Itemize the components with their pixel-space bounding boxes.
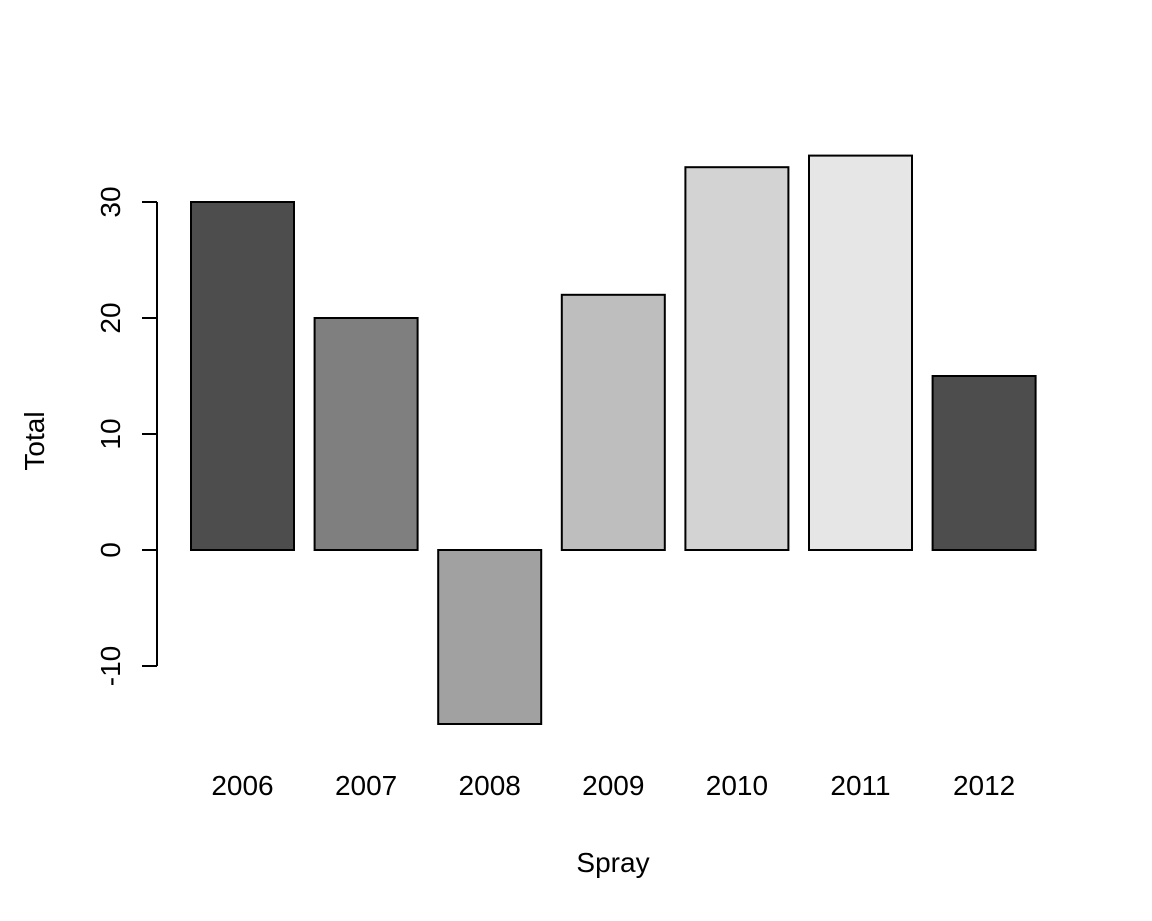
bar-2006 (190, 201, 295, 551)
y-tick-label: 30 (95, 186, 126, 217)
y-tick-label: 20 (95, 302, 126, 333)
y-tick-label: 0 (95, 542, 126, 558)
bar-2012 (931, 375, 1037, 551)
x-category-label: 2010 (706, 770, 768, 801)
bar-2007 (313, 317, 419, 551)
bar-2008 (437, 549, 543, 725)
x-category-label: 2011 (830, 770, 890, 801)
y-axis: -10 0 10 20 30 (95, 186, 158, 686)
x-category-label: 2008 (459, 770, 521, 801)
x-category-label: 2009 (582, 770, 644, 801)
bar-2010 (684, 166, 790, 551)
category-labels: 2006 2007 2008 2009 2010 2011 2012 (211, 770, 1015, 801)
bar-2009 (560, 293, 666, 551)
x-category-label: 2007 (335, 770, 397, 801)
x-category-label: 2006 (211, 770, 273, 801)
x-category-label: 2012 (953, 770, 1015, 801)
bars-group (190, 154, 1037, 725)
y-axis-title: Total (19, 411, 50, 470)
y-tick-label: -10 (95, 646, 126, 686)
y-tick-label: 10 (95, 418, 126, 449)
x-axis-title: Spray (576, 847, 649, 878)
bar-2011 (808, 154, 913, 551)
